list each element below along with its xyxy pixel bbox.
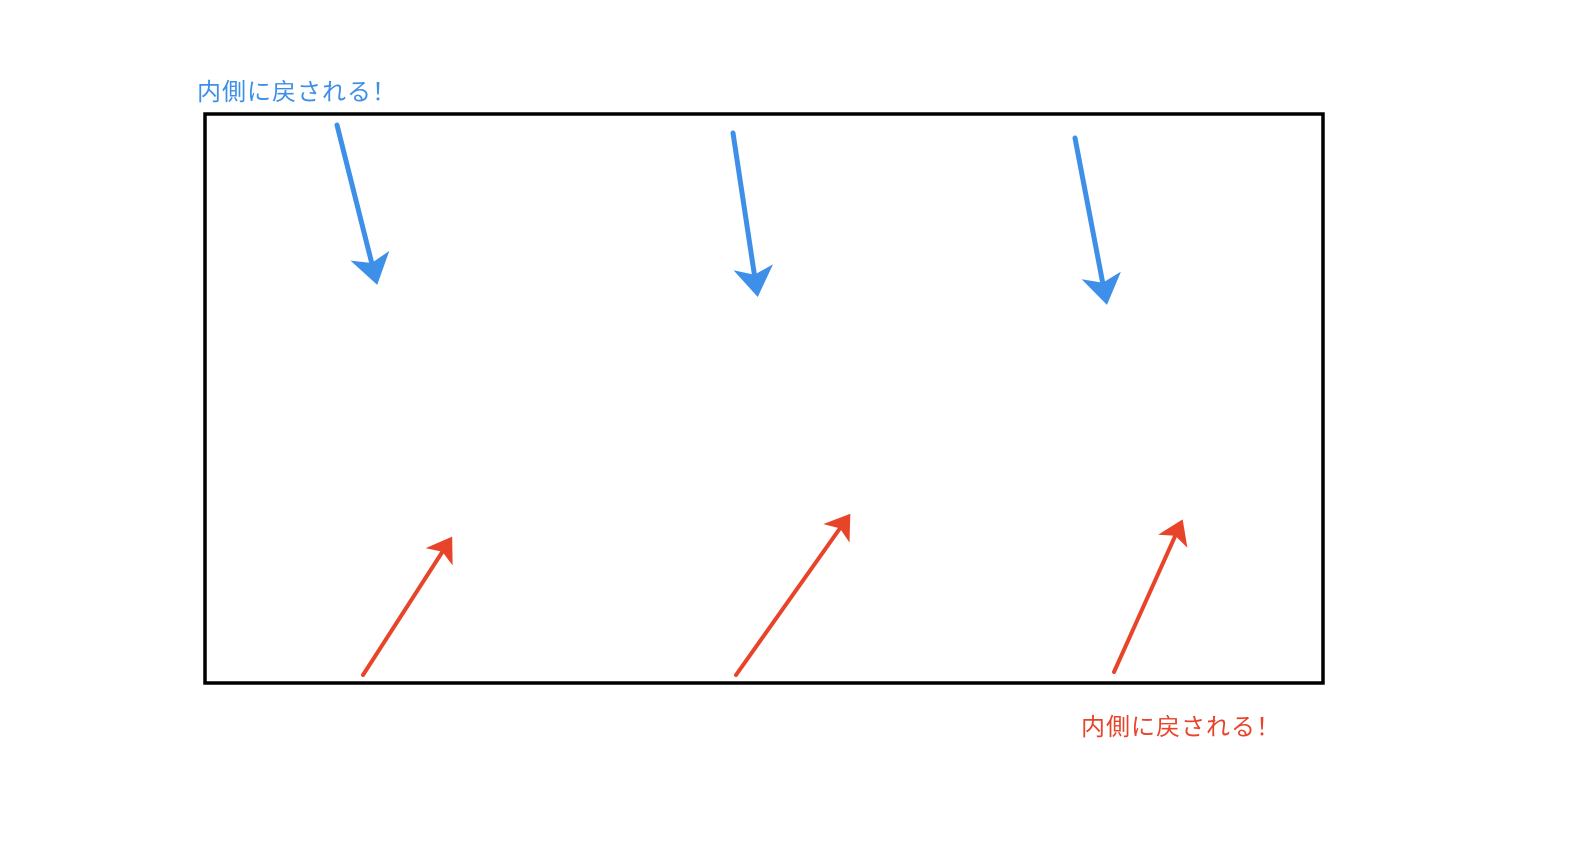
top-label: 内側に戻される！ bbox=[197, 78, 397, 106]
bottom-arrows bbox=[361, 513, 1188, 677]
blue-arrow-2 bbox=[730, 130, 774, 297]
boundary-box bbox=[203, 112, 1325, 685]
blue-arrow-3 bbox=[1072, 135, 1121, 305]
red-arrow-2 bbox=[734, 513, 851, 677]
bottom-label: 内側に戻される！ bbox=[1081, 713, 1281, 741]
red-arrow-3 bbox=[1112, 519, 1188, 674]
blue-arrow-1 bbox=[334, 122, 390, 285]
top-arrows bbox=[334, 122, 1121, 305]
red-arrow-1 bbox=[361, 536, 453, 677]
